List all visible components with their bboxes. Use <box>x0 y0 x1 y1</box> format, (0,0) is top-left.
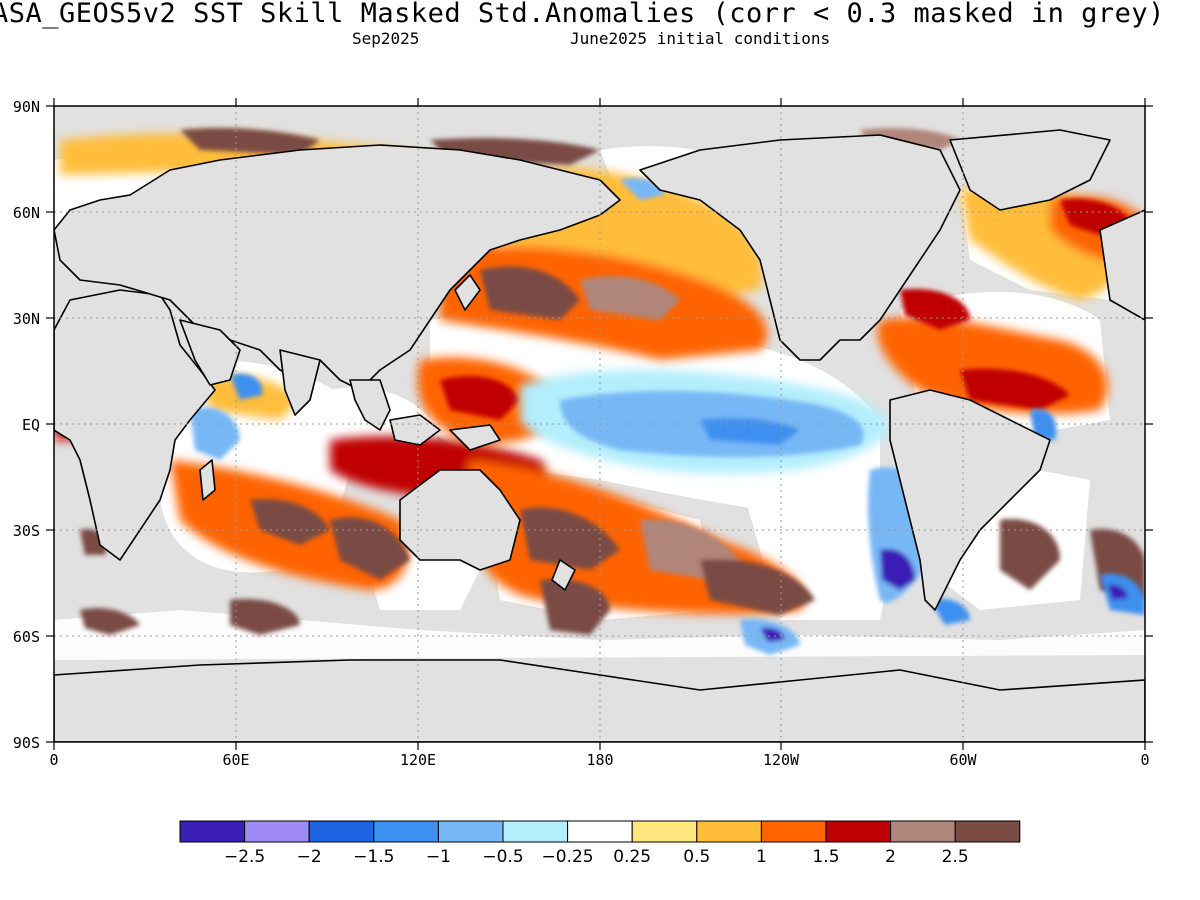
indochina-landmass <box>349 379 391 431</box>
arabia-landmass <box>179 319 241 386</box>
colorbar-label: −0.25 <box>542 847 594 867</box>
colorbar-label: 0.5 <box>683 847 710 867</box>
greenland-landmass <box>949 129 1111 211</box>
lat-label: 90S <box>13 734 40 752</box>
australia-landmass <box>399 469 521 571</box>
land-masses <box>54 129 1145 742</box>
lat-label: 60N <box>13 204 40 222</box>
lat-label: 30S <box>13 522 40 540</box>
colorbar-swatch <box>760 820 827 843</box>
colorbar-swatch <box>890 820 956 843</box>
lon-label: 180 <box>586 751 613 769</box>
colorbar-swatch <box>696 820 762 843</box>
colorbar-swatch <box>954 820 1021 843</box>
colorbar-swatch <box>308 820 375 843</box>
axis-ticks <box>46 98 1153 750</box>
maritime-continent <box>389 414 441 446</box>
colorbar-swatch <box>179 820 246 843</box>
colorbar-label: 1.5 <box>812 847 839 867</box>
init-conditions-subtitle: June2025 initial conditions <box>570 29 831 48</box>
colorbar-label: −0.5 <box>482 847 523 867</box>
lon-label: 120E <box>400 751 436 769</box>
colorbar-swatch <box>437 820 504 843</box>
plot-area <box>54 106 1145 742</box>
lon-label: 0 <box>1140 751 1149 769</box>
colorbar-swatch <box>567 820 633 843</box>
lat-label: 60S <box>13 628 40 646</box>
colorbar-swatch <box>825 820 892 843</box>
longitude-labels: 0 60E 120E 180 120W 60W 0 <box>49 751 1149 769</box>
map-title: ASA_GEOS5v2 SST Skill Masked Std.Anomali… <box>0 0 1165 29</box>
latitude-labels: 90N 60N 30N EQ 30S 60S 90S <box>13 98 40 752</box>
colorbar-swatch <box>244 820 310 843</box>
colorbar: −2.5 −2 −1.5 −1 −0.5 −0.25 0.25 0.5 1 1.5 2 2.5 <box>179 820 1021 867</box>
north-america-landmass <box>639 134 961 361</box>
lon-label: 120W <box>763 751 800 769</box>
colorbar-swatch <box>631 820 698 843</box>
graticule <box>54 106 1145 742</box>
south-america-landmass <box>889 389 1051 611</box>
colorbar-label: −1.5 <box>353 847 394 867</box>
lat-label: EQ <box>22 416 40 434</box>
colorbar-label: −2.5 <box>224 847 265 867</box>
lat-label: 90N <box>13 98 40 116</box>
lon-label: 60W <box>949 751 977 769</box>
lon-label: 60E <box>222 751 249 769</box>
lat-label: 30N <box>13 310 40 328</box>
valid-month-subtitle: Sep2025 <box>352 29 420 48</box>
colorbar-swatch <box>502 820 569 843</box>
anomaly-field <box>54 128 1145 655</box>
colorbar-swatch <box>373 820 439 843</box>
colorbar-label: 1 <box>756 847 767 867</box>
india-landmass <box>279 349 321 416</box>
colorbar-label: −2 <box>297 847 322 867</box>
colorbar-label: 0.25 <box>613 847 651 867</box>
lon-label: 0 <box>49 751 58 769</box>
colorbar-label: 2 <box>885 847 896 867</box>
colorbar-label: −1 <box>426 847 451 867</box>
colorbar-label: 2.5 <box>942 847 969 867</box>
